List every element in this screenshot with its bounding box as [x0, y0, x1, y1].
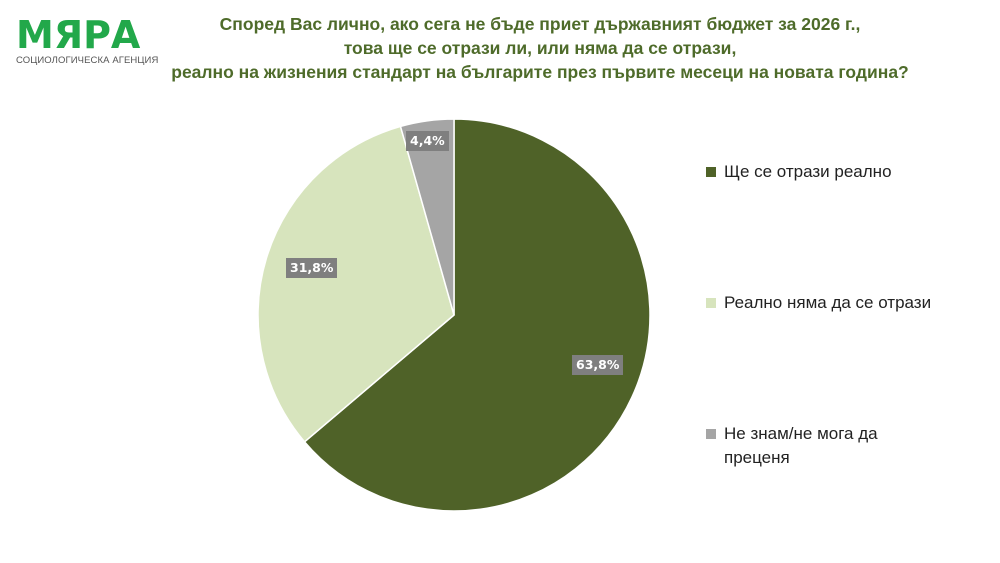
legend-item-dont-know: Не знам/не мога да преценя [706, 422, 878, 470]
legend-swatch-icon [706, 429, 716, 439]
legend-label: Ще се отрази реално [724, 162, 892, 181]
legend-swatch-icon [706, 167, 716, 177]
pie-slice-will-affect [303, 118, 651, 512]
data-label-will-not-affect: 31,8% [286, 258, 338, 278]
data-label-will-affect: 63,8% [572, 355, 624, 375]
pie-slice-dont-know [399, 118, 455, 316]
legend-label: Не знам/не мога да преценя [724, 422, 878, 470]
pie-slice-will-not-affect [257, 125, 455, 443]
logo-subtitle: СОЦИОЛОГИЧЕСКА АГЕНЦИЯ [16, 55, 159, 66]
legend-label: Реално няма да се отрази [724, 293, 932, 312]
legend-label-line-2: преценя [724, 448, 790, 467]
chart-title: Според Вас лично, ако сега не бъде приет… [170, 12, 910, 84]
legend-item-will-affect: Ще се отрази реално [706, 160, 892, 184]
title-line-1: Според Вас лично, ако сега не бъде приет… [219, 14, 861, 34]
data-label-dont-know: 4,4% [406, 131, 449, 151]
logo-name: МЯРА [16, 13, 141, 57]
legend-swatch-icon [706, 298, 716, 308]
title-line-2: това ще се отрази ли, или няма да се отр… [343, 38, 737, 58]
logo: МЯРА СОЦИОЛОГИЧЕСКА АГЕНЦИЯ [16, 16, 158, 66]
title-line-3: реално на жизнения стандарт на българите… [171, 62, 909, 82]
legend-item-will-not-affect: Реално няма да се отрази [706, 291, 931, 315]
legend-label-line-1: Не знам/не мога да [724, 424, 878, 443]
